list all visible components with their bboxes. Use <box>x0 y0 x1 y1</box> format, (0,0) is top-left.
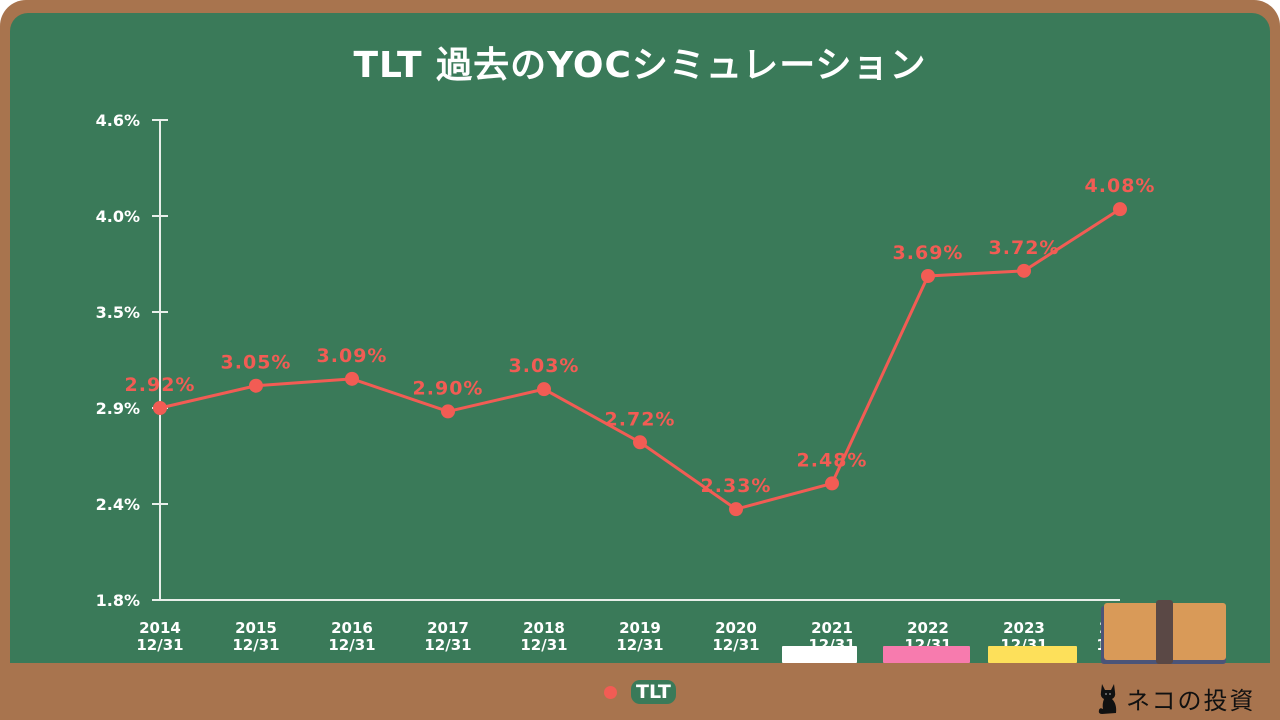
chart-title: TLT 過去のYOCシミュレーション <box>353 45 927 86</box>
x-tick-label-date: 12/31 <box>136 636 183 654</box>
x-tick-label-date: 12/31 <box>616 636 663 654</box>
x-tick-label-year: 2016 <box>331 619 373 637</box>
y-tick-label: 1.8% <box>96 591 140 610</box>
legend: TLT <box>604 680 676 704</box>
logo-text: ネコの投資 <box>1126 686 1256 715</box>
data-label: 3.09% <box>317 345 388 367</box>
chalkboard-surface <box>10 13 1270 663</box>
yellow-chalk <box>988 646 1077 663</box>
x-tick-label-year: 2023 <box>1003 619 1045 637</box>
x-tick-label-year: 2015 <box>235 619 277 637</box>
data-label: 3.72% <box>989 237 1060 259</box>
data-label: 3.05% <box>221 352 292 374</box>
x-tick-label-year: 2017 <box>427 619 469 637</box>
data-point <box>1017 263 1031 278</box>
data-label: 3.03% <box>509 355 580 377</box>
white-chalk <box>782 646 857 663</box>
x-tick-label-year: 2021 <box>811 619 853 637</box>
series-line-tlt <box>159 207 1121 511</box>
y-tick-label: 4.6% <box>96 111 140 130</box>
data-point <box>537 382 551 397</box>
x-tick-label-year: 2018 <box>523 619 565 637</box>
legend-label: TLT <box>631 680 676 704</box>
data-label: 2.72% <box>605 408 676 430</box>
data-point <box>633 435 647 450</box>
data-point <box>249 378 263 393</box>
x-tick-label-date: 12/31 <box>328 636 375 654</box>
y-tick-label: 2.4% <box>96 495 140 514</box>
data-point <box>729 502 743 517</box>
x-tick-label-year: 2022 <box>907 619 949 637</box>
data-point <box>921 269 935 283</box>
x-tick-label-date: 12/31 <box>424 636 471 654</box>
eraser-decoration <box>1101 600 1226 664</box>
black-cat-icon <box>1098 684 1117 714</box>
y-tick-label: 4.0% <box>96 207 140 226</box>
x-tick-label-date: 12/31 <box>232 636 279 654</box>
y-tick-label: 2.9% <box>96 399 140 418</box>
data-point <box>825 476 839 491</box>
x-tick-label-year: 2020 <box>715 619 757 637</box>
data-point <box>441 404 455 419</box>
data-point <box>153 401 167 415</box>
y-tick-label: 3.5% <box>96 303 140 322</box>
data-label: 2.48% <box>797 449 868 471</box>
x-tick-label-year: 2014 <box>139 619 181 637</box>
data-label: 4.08% <box>1085 175 1156 197</box>
data-label: 3.69% <box>893 242 964 264</box>
x-tick-label-year: 2019 <box>619 619 661 637</box>
x-tick-label-date: 12/31 <box>712 636 759 654</box>
brand-logo: ネコの投資 <box>1096 680 1256 716</box>
pink-chalk <box>883 646 970 663</box>
data-point <box>1113 202 1127 217</box>
data-point <box>345 371 359 386</box>
x-tick-label-date: 12/31 <box>520 636 567 654</box>
data-label: 2.92% <box>125 374 196 396</box>
data-label: 2.90% <box>413 377 484 399</box>
data-label: 2.33% <box>701 475 772 497</box>
legend-marker-icon <box>604 685 617 699</box>
